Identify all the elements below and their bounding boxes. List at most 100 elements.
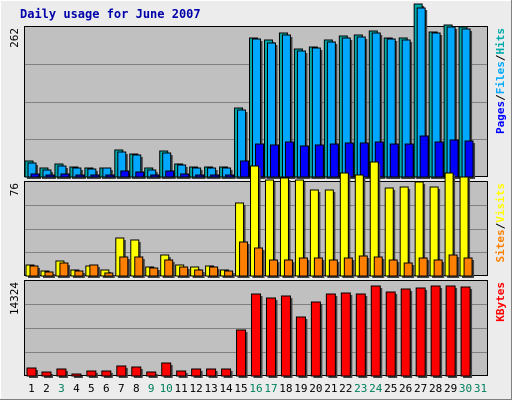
bar-sites-day-4 <box>74 270 84 277</box>
bar-kbytes-day-29 <box>445 285 456 377</box>
x-tick-label-3: 3 <box>58 382 65 395</box>
bar-pages-day-13 <box>210 174 220 178</box>
x-tick-labels: 1 2 3 4 5 6 7 8 9 10 11 12 13 14 15 16 17 18 19 20 21 22 23 24 2… <box>28 382 487 395</box>
panel-visits-legend: Sites/Visits <box>494 183 507 263</box>
legend-entry-files: Files <box>494 61 507 94</box>
bar-sites-day-1 <box>29 265 39 277</box>
x-tick-label-11: 11 <box>175 382 188 395</box>
panel-kbytes-ymax-label: 14324 <box>8 282 21 315</box>
x-tick-label-27: 27 <box>414 382 427 395</box>
bar-pages-day-6 <box>105 174 115 178</box>
bar-pages-day-22 <box>344 142 354 178</box>
bar-kbytes-day-23 <box>355 293 366 377</box>
bar-pages-day-2 <box>45 174 55 178</box>
bar-kbytes-day-27 <box>415 287 426 377</box>
x-tick-label-26: 26 <box>399 382 412 395</box>
x-tick-label-7: 7 <box>118 382 125 395</box>
x-tick-label-23: 23 <box>354 382 367 395</box>
bar-pages-day-12 <box>195 174 205 178</box>
bar-kbytes-day-17 <box>265 297 276 377</box>
x-tick-label-21: 21 <box>324 382 337 395</box>
bar-kbytes-day-19 <box>295 316 306 377</box>
bar-kbytes-day-16 <box>251 293 262 377</box>
bar-kbytes-day-30 <box>460 286 471 377</box>
bar-kbytes-day-6 <box>101 370 112 377</box>
bar-sites-day-21 <box>328 259 338 277</box>
bar-sites-day-30 <box>463 257 473 277</box>
legend-entry-kbytes: KBytes <box>494 282 507 322</box>
x-tick-label-12: 12 <box>190 382 203 395</box>
x-tick-label-13: 13 <box>204 382 217 395</box>
bar-pages-day-21 <box>329 143 339 178</box>
x-tick-label-19: 19 <box>294 382 307 395</box>
bar-pages-day-18 <box>284 141 294 178</box>
bar-kbytes-day-11 <box>176 370 187 377</box>
x-tick-label-22: 22 <box>339 382 352 395</box>
bar-pages-day-5-shadow <box>92 177 101 179</box>
bar-sites-day-14 <box>224 270 234 277</box>
bar-kbytes-day-18 <box>280 295 291 377</box>
bar-sites-day-12 <box>194 269 204 277</box>
x-tick-label-6: 6 <box>103 382 110 395</box>
bar-kbytes-day-4-shadow <box>73 376 83 378</box>
x-tick-label-16: 16 <box>249 382 262 395</box>
bar-kbytes-day-26 <box>400 288 411 377</box>
bar-sites-day-19 <box>298 257 308 277</box>
bar-pages-day-23 <box>359 142 369 178</box>
bar-pages-day-14 <box>225 174 235 178</box>
bar-sites-day-20 <box>313 257 323 277</box>
bar-kbytes-day-15 <box>236 329 247 377</box>
bar-pages-day-2-shadow <box>47 177 56 179</box>
bar-pages-day-1 <box>30 173 40 178</box>
legend-entry-separator: / <box>494 222 507 229</box>
bar-pages-day-28 <box>434 141 444 178</box>
legend-entry-hits: Hits <box>494 28 507 55</box>
panel-hits-legend: Pages/Files/Hits <box>494 28 507 134</box>
x-tick-label-10: 10 <box>160 382 173 395</box>
x-tick-label-29: 29 <box>444 382 457 395</box>
bar-pages-day-3 <box>60 173 70 178</box>
bar-kbytes-day-13 <box>206 368 217 377</box>
bar-pages-day-29 <box>449 139 459 178</box>
x-tick-label-15: 15 <box>234 382 247 395</box>
panel-kbytes: 14324 KBytes <box>8 280 507 378</box>
bar-pages-day-6-shadow <box>107 177 116 179</box>
x-tick-label-17: 17 <box>264 382 277 395</box>
x-tick-label-4: 4 <box>73 382 80 395</box>
bar-sites-day-9 <box>149 267 159 277</box>
bar-pages-day-9 <box>150 174 160 178</box>
bar-pages-day-11 <box>180 173 190 178</box>
x-tick-label-2: 2 <box>43 382 50 395</box>
bar-pages-day-8 <box>135 171 145 178</box>
bar-kbytes-day-7 <box>116 365 127 377</box>
bar-sites-day-24 <box>373 256 383 277</box>
bar-sites-day-26 <box>403 262 413 277</box>
legend-entry-sites: Sites <box>494 229 507 262</box>
bar-sites-day-28 <box>433 259 443 277</box>
bar-sites-day-5 <box>89 264 99 277</box>
panel-kbytes-legend: KBytes <box>494 282 507 322</box>
bar-pages-day-25 <box>389 143 399 178</box>
bar-pages-day-4 <box>75 174 85 178</box>
panel-visits: 76 Sites/Visits <box>8 161 507 278</box>
bar-pages-day-30 <box>464 140 474 178</box>
bar-sites-day-18 <box>283 259 293 277</box>
bar-pages-day-9-shadow <box>152 177 161 179</box>
bar-sites-day-11 <box>179 266 189 277</box>
bar-kbytes-day-12 <box>191 368 202 377</box>
bar-sites-day-16 <box>254 247 264 277</box>
bar-pages-day-26 <box>404 143 414 178</box>
bar-pages-day-15 <box>240 160 250 178</box>
x-tick-label-5: 5 <box>88 382 95 395</box>
bar-kbytes-day-8 <box>131 366 142 377</box>
x-tick-label-24: 24 <box>369 382 383 395</box>
bar-kbytes-day-20 <box>310 301 321 377</box>
bar-sites-day-10 <box>164 259 174 277</box>
x-tick-label-25: 25 <box>384 382 397 395</box>
bar-pages-day-19 <box>299 145 309 178</box>
bar-kbytes-day-5 <box>86 370 97 377</box>
bar-sites-day-22 <box>343 257 353 277</box>
bar-kbytes-day-10 <box>161 362 172 377</box>
bar-kbytes-day-21 <box>325 293 336 377</box>
